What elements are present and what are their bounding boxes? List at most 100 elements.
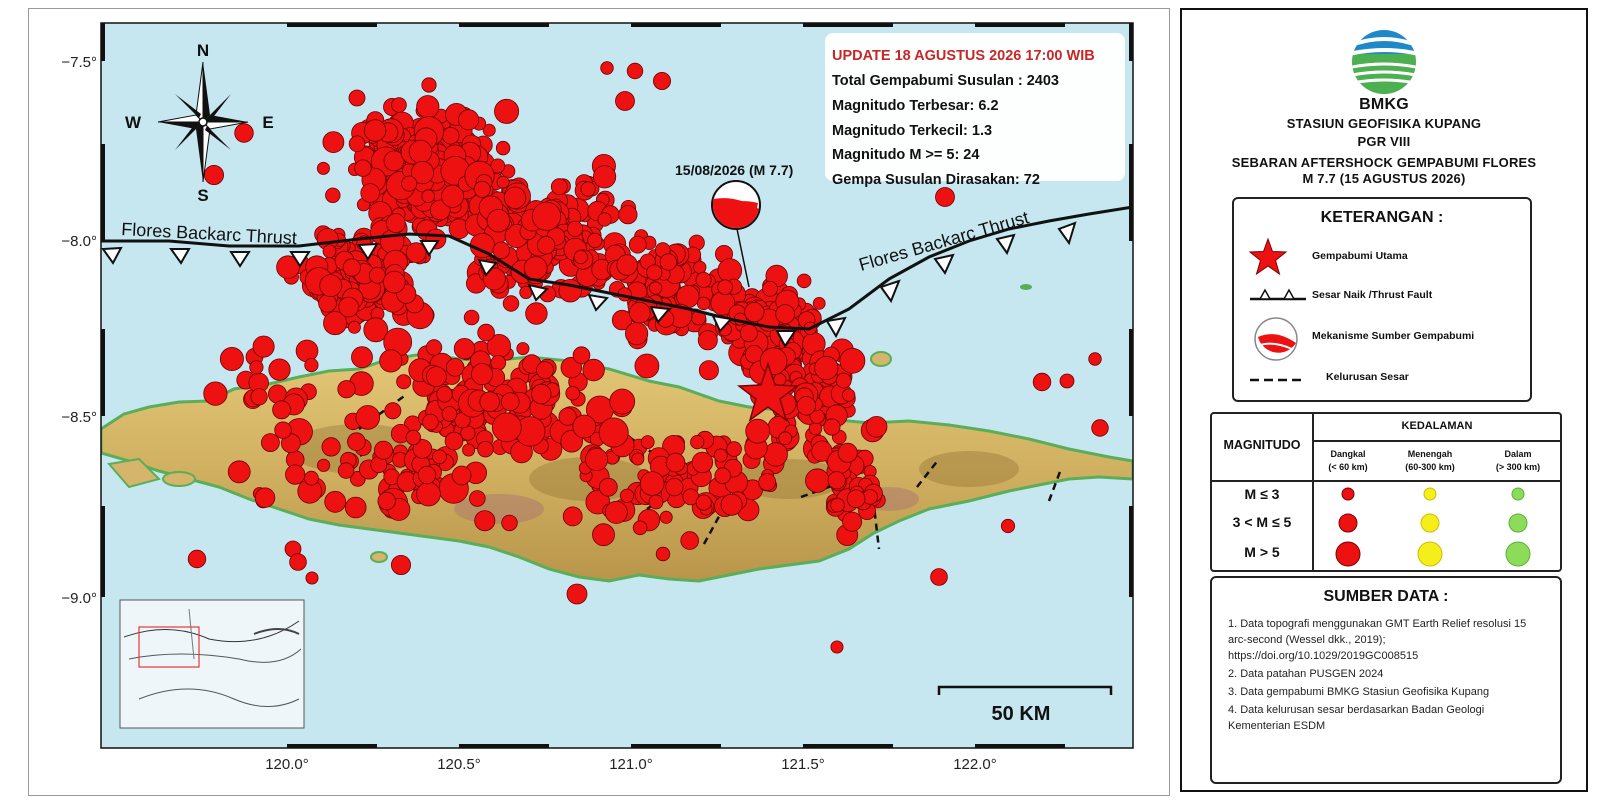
small-island	[870, 351, 892, 367]
depth-col-shallow: Dangkal (< 60 km)	[1318, 448, 1378, 474]
aftershock-event	[316, 458, 331, 472]
compass-e: E	[262, 113, 273, 132]
info-line: Gempa Susulan Dirasakan: 72	[832, 172, 1040, 188]
aftershock-event	[496, 175, 510, 189]
info-line: Magnitudo Terbesar: 6.2	[832, 98, 999, 114]
aftershock-event	[421, 77, 437, 93]
aftershock-event	[324, 490, 347, 513]
aftershock-event	[585, 447, 609, 471]
map-title-sub: M 7.7 (15 AGUSTUS 2026)	[1302, 171, 1466, 186]
aftershock-event	[408, 139, 433, 164]
aftershock-event	[739, 324, 758, 343]
aftershock-event	[717, 279, 733, 296]
aftershock-event	[830, 497, 845, 513]
inset-map	[119, 599, 305, 729]
aftershock-event	[477, 323, 495, 342]
aftershock-event	[385, 213, 406, 234]
station-name: STASIUN GEOFISIKA KUPANG	[1286, 116, 1482, 131]
aftershock-event	[503, 186, 527, 210]
logo-text: BMKG	[1359, 96, 1409, 113]
legend-label-mechanism: Mekanisme Sumber Gempabumi	[1312, 330, 1475, 342]
aftershock-event	[592, 165, 617, 189]
aftershock-event	[778, 431, 793, 446]
aftershock-event	[842, 511, 863, 532]
star-icon	[1248, 237, 1288, 276]
aftershock-event	[646, 264, 663, 281]
aftershock-event	[626, 62, 644, 80]
compass-n: N	[197, 41, 209, 60]
aftershock-event	[379, 349, 403, 373]
symbol-shallow-medium	[1338, 513, 1358, 533]
aftershock-event	[587, 232, 603, 248]
aftershock-event	[655, 546, 671, 562]
aftershock-event	[796, 273, 812, 289]
aftershock-event	[337, 462, 355, 479]
aftershock-event	[470, 363, 493, 386]
aftershock-event	[338, 296, 359, 318]
info-line: Total Gempabumi Susulan : 2403	[832, 73, 1059, 89]
aftershock-event	[382, 270, 406, 294]
aftershock-event	[425, 339, 443, 356]
aftershock-event	[501, 514, 518, 532]
thrust-teeth	[101, 221, 1077, 348]
aftershock-event	[453, 338, 476, 360]
thrust-fault-icon	[1250, 288, 1306, 301]
aftershock-event	[609, 388, 636, 415]
aftershock-event	[572, 414, 597, 439]
aftershock-event	[444, 431, 464, 451]
aftershock-event	[695, 271, 712, 288]
aftershock-event	[477, 441, 494, 458]
aftershock-event	[572, 346, 591, 365]
aftershock-event	[580, 181, 596, 197]
source-item: 3. Data gempabumi BMKG Stasiun Geofisika…	[1228, 686, 1490, 698]
aftershock-event	[479, 391, 501, 413]
aftershock-event	[383, 150, 405, 172]
aftershock-event	[611, 309, 633, 331]
lineament-icon	[1250, 378, 1306, 382]
sources-box: SUMBER DATA : 1. Data topografi mengguna…	[1210, 576, 1562, 784]
map-canvas[interactable]: −7.5° −8.0° −8.5° −9.0° 120.0° 120.5° 12…	[29, 9, 1171, 797]
scale-bar: 50 KM	[937, 685, 1113, 725]
aftershock-event	[582, 358, 605, 382]
aftershock-event	[351, 346, 373, 369]
lon-tick-label: 120.0°	[265, 756, 309, 773]
mag-row-label: M ≤ 3	[1244, 486, 1280, 502]
aftershock-event	[412, 439, 433, 459]
aftershock-event	[458, 109, 480, 131]
aftershock-event	[276, 255, 300, 280]
aftershock-event	[640, 435, 655, 450]
aftershock-event	[462, 443, 476, 457]
aftershock-event	[665, 452, 686, 473]
aftershock-event	[347, 320, 361, 334]
aftershock-event	[560, 356, 583, 379]
aftershock-event	[634, 353, 660, 379]
aftershock-event	[823, 418, 841, 436]
aftershock-event	[1059, 373, 1075, 389]
aftershock-event	[344, 496, 367, 519]
aftershock-event	[303, 470, 319, 486]
aftershock-event	[693, 260, 707, 274]
map-title: SEBARAN AFTERSHOCK GEMPABUMI FLORES	[1231, 155, 1537, 170]
aftershock-event	[697, 330, 718, 351]
aftershock-event	[405, 429, 422, 446]
legend-box: KETERANGAN : Gempabumi Utama Sesar Naik …	[1232, 197, 1532, 402]
aftershock-event	[604, 500, 628, 524]
aftershock-event	[713, 448, 728, 463]
sources-list: 1. Data topografi menggunakan GMT Earth …	[1228, 616, 1546, 736]
aftershock-event	[500, 392, 520, 412]
lon-tick-label: 121.5°	[781, 756, 825, 773]
lon-axis: 120.0° 120.5° 121.0° 121.5° 122.0°	[265, 756, 997, 773]
aftershock-event	[811, 440, 833, 462]
aftershock-event	[759, 347, 788, 376]
aftershock-event	[495, 140, 511, 156]
info-box-text: UPDATE 18 AGUSTUS 2026 17:00 WIB Total G…	[832, 48, 1095, 188]
lon-tick-label: 120.5°	[437, 756, 481, 773]
lon-tick-label: 121.0°	[609, 756, 653, 773]
aftershock-event	[322, 131, 345, 154]
aftershock-event	[463, 309, 480, 326]
aftershock-event	[203, 381, 228, 406]
aftershock-event	[598, 417, 629, 448]
aftershock-event	[775, 304, 796, 325]
aftershock-event	[396, 374, 412, 390]
small-island	[1020, 284, 1032, 290]
